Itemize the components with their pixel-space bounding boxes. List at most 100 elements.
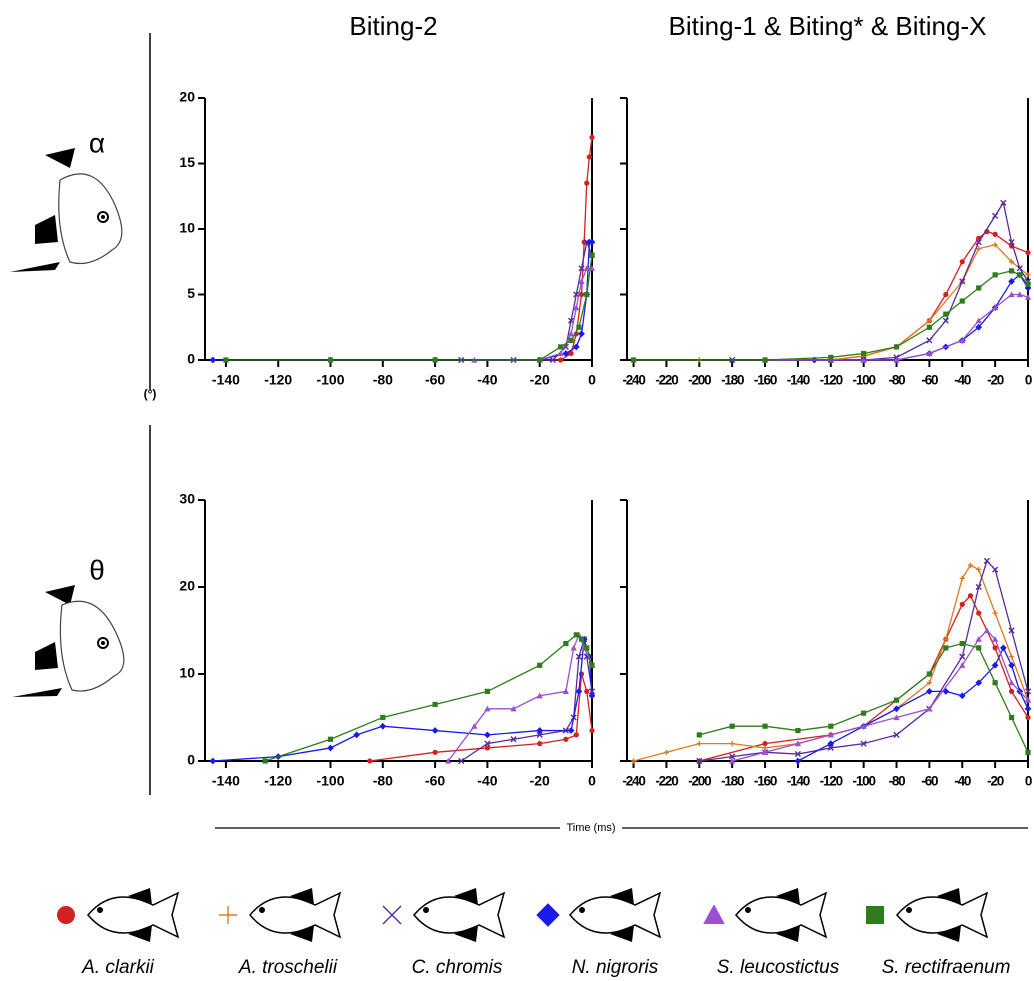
marker bbox=[975, 636, 982, 642]
legend-item: A. clarkii bbox=[57, 888, 180, 978]
marker bbox=[729, 757, 736, 764]
x-tick-label: -80 bbox=[373, 773, 393, 789]
marker bbox=[557, 350, 564, 357]
x-tick-label: -40 bbox=[954, 373, 971, 388]
marker bbox=[327, 736, 334, 742]
marker bbox=[537, 662, 543, 668]
series bbox=[537, 134, 595, 363]
series-line bbox=[814, 273, 1029, 361]
marker bbox=[1008, 661, 1015, 669]
legend-fish bbox=[735, 891, 828, 939]
marker bbox=[762, 741, 768, 747]
marker bbox=[536, 903, 560, 927]
marker bbox=[827, 731, 834, 738]
series-line bbox=[765, 230, 1029, 361]
marker bbox=[794, 740, 802, 747]
column-title: Biting-1 & Biting* & Biting-X bbox=[669, 11, 987, 41]
marker bbox=[992, 304, 999, 311]
marker bbox=[589, 662, 595, 668]
marker bbox=[549, 356, 556, 364]
marker bbox=[568, 350, 574, 357]
marker bbox=[893, 731, 900, 738]
legend-fish-fin bbox=[454, 888, 478, 942]
series-line bbox=[699, 642, 1029, 753]
marker bbox=[431, 727, 439, 734]
marker bbox=[975, 679, 983, 687]
legend-label: N. nigroris bbox=[572, 957, 659, 978]
marker bbox=[1000, 199, 1007, 206]
marker bbox=[586, 154, 592, 160]
series bbox=[696, 593, 1031, 764]
x-tick-label: -140 bbox=[787, 774, 810, 789]
marker bbox=[729, 753, 736, 760]
marker bbox=[992, 212, 999, 219]
marker bbox=[536, 731, 543, 738]
marker bbox=[484, 688, 491, 694]
legend-fish-fin bbox=[937, 888, 961, 942]
marker bbox=[762, 723, 768, 729]
legend-fish-fin bbox=[290, 888, 314, 942]
marker bbox=[471, 723, 478, 729]
marker bbox=[432, 357, 438, 363]
marker bbox=[1024, 696, 1032, 703]
marker bbox=[983, 557, 991, 564]
marker bbox=[379, 722, 387, 730]
x-tick-label: -140 bbox=[212, 773, 240, 789]
marker bbox=[575, 653, 583, 660]
marker bbox=[562, 350, 570, 357]
marker bbox=[484, 731, 491, 739]
x-tick-label: -80 bbox=[373, 372, 393, 388]
marker bbox=[380, 714, 386, 721]
x-tick-label: -20 bbox=[987, 774, 1004, 789]
legend-fish-eye bbox=[423, 907, 429, 913]
marker bbox=[353, 731, 361, 739]
x-tick-label: -100 bbox=[853, 774, 876, 789]
x-tick-label: -160 bbox=[754, 774, 777, 789]
series bbox=[696, 640, 1031, 755]
marker bbox=[575, 688, 583, 695]
marker bbox=[976, 246, 982, 252]
y-tick-label: 5 bbox=[187, 285, 195, 301]
marker bbox=[573, 304, 580, 311]
y-tick-label: 20 bbox=[179, 578, 195, 594]
marker bbox=[537, 357, 543, 363]
marker bbox=[1024, 705, 1032, 713]
marker bbox=[1025, 749, 1031, 755]
marker bbox=[827, 740, 835, 747]
marker bbox=[1025, 281, 1031, 287]
marker bbox=[576, 324, 582, 330]
y-tick-label: 0 bbox=[187, 351, 195, 367]
x-tick-label: -20 bbox=[530, 773, 550, 789]
series bbox=[209, 635, 596, 765]
marker bbox=[999, 644, 1007, 652]
x-tick-label: -220 bbox=[655, 373, 678, 388]
x-tick-label: -200 bbox=[688, 774, 711, 789]
marker bbox=[630, 758, 637, 764]
marker bbox=[860, 723, 867, 729]
marker bbox=[729, 723, 735, 729]
marker bbox=[926, 688, 933, 695]
marker bbox=[588, 692, 596, 700]
marker bbox=[223, 357, 229, 363]
marker bbox=[992, 231, 998, 237]
marker bbox=[578, 265, 585, 272]
series-line bbox=[633, 244, 1029, 361]
legend-label: A. troschelii bbox=[238, 957, 338, 978]
y-tick-label: 10 bbox=[179, 665, 195, 681]
x-tick-label: -20 bbox=[987, 373, 1004, 388]
x-tick-label: -80 bbox=[889, 774, 906, 789]
legend-item: C. chromis bbox=[382, 888, 506, 978]
marker bbox=[567, 727, 575, 734]
marker bbox=[861, 710, 867, 716]
x-axis-label: Time (ms) bbox=[566, 822, 615, 834]
fish-illustration bbox=[12, 585, 125, 697]
marker bbox=[563, 640, 569, 647]
marker bbox=[1008, 291, 1015, 298]
marker bbox=[219, 906, 237, 924]
marker bbox=[992, 272, 998, 278]
series-line bbox=[633, 270, 1029, 361]
marker bbox=[975, 323, 983, 331]
marker bbox=[589, 727, 595, 734]
series-line bbox=[212, 639, 593, 762]
